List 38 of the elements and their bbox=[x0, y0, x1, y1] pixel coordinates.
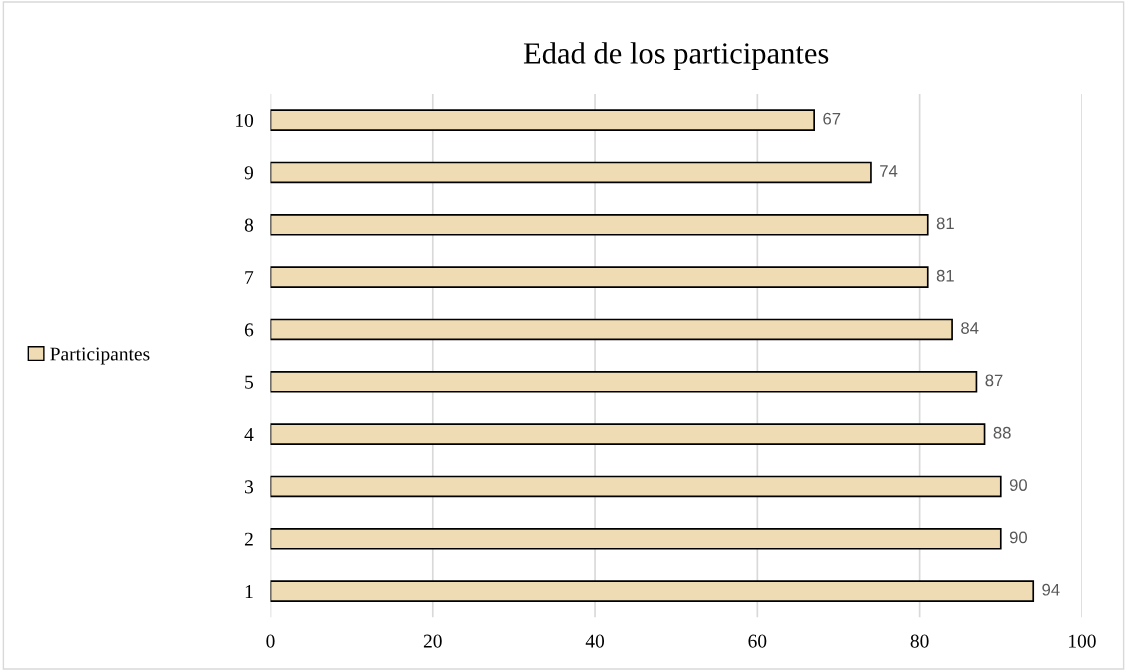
y-tick-label: 6 bbox=[244, 323, 254, 337]
x-tick-label: 40 bbox=[585, 634, 605, 648]
y-tick-label: 1 bbox=[245, 585, 253, 598]
chart-title: Edad de los participantes bbox=[523, 42, 829, 70]
data-label: 74 bbox=[880, 165, 898, 177]
data-label: 67 bbox=[823, 112, 841, 125]
x-tick-label: 80 bbox=[910, 634, 929, 648]
data-label: 94 bbox=[1042, 583, 1060, 596]
x-tick-label: 20 bbox=[423, 634, 442, 648]
y-tick-label: 7 bbox=[245, 271, 254, 284]
x-tick-label: 100 bbox=[1069, 634, 1096, 648]
bar bbox=[270, 475, 1002, 498]
bar bbox=[270, 528, 1002, 550]
y-tick-label: 10 bbox=[236, 113, 254, 128]
data-label: 84 bbox=[961, 322, 979, 334]
data-label: 88 bbox=[993, 426, 1011, 439]
bar bbox=[270, 109, 815, 131]
y-tick-label: 9 bbox=[244, 166, 254, 180]
y-tick-label: 3 bbox=[245, 480, 254, 494]
bar bbox=[270, 214, 929, 236]
data-label: 81 bbox=[936, 217, 954, 230]
data-label: 87 bbox=[985, 374, 1003, 387]
legend-label: Participantes bbox=[50, 347, 150, 365]
x-tick-label: 0 bbox=[266, 634, 275, 648]
bar bbox=[270, 266, 929, 288]
bar bbox=[270, 161, 872, 184]
y-tick-label: 8 bbox=[244, 218, 254, 232]
y-tick-label: 2 bbox=[244, 532, 253, 546]
bar bbox=[270, 371, 978, 393]
data-label: 90 bbox=[1009, 531, 1027, 544]
x-tick-label: 60 bbox=[748, 634, 767, 648]
bar bbox=[270, 423, 986, 445]
data-label: 90 bbox=[1009, 479, 1027, 491]
data-label: 81 bbox=[936, 269, 954, 282]
bar bbox=[270, 318, 953, 341]
y-tick-label: 4 bbox=[244, 428, 254, 441]
y-tick-label: 5 bbox=[245, 375, 254, 389]
bar bbox=[270, 580, 1035, 602]
